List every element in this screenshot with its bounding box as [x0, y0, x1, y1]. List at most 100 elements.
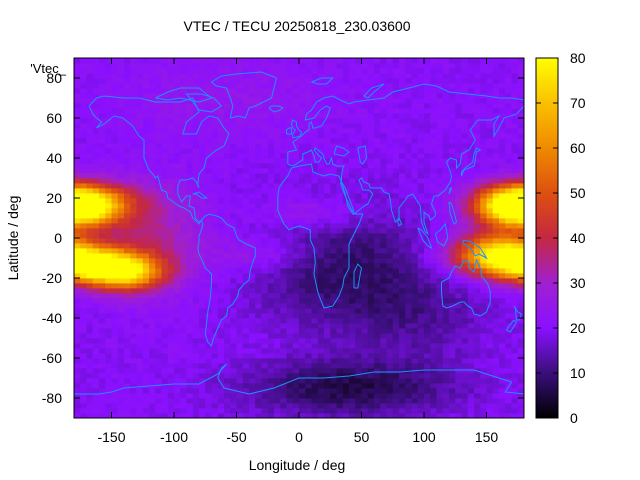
heatmap-cell: [111, 403, 119, 409]
heatmap-cell: [467, 203, 475, 209]
heatmap-cell: [311, 138, 319, 144]
heatmap-cell: [136, 278, 144, 284]
heatmap-cell: [230, 273, 237, 279]
heatmap-cell: [374, 118, 381, 124]
heatmap-cell: [92, 313, 100, 319]
heatmap-cell: [286, 218, 294, 224]
heatmap-cell: [92, 203, 100, 209]
heatmap-cell: [161, 333, 169, 339]
heatmap-cell: [336, 323, 344, 329]
heatmap-cell: [286, 303, 294, 309]
heatmap-cell: [380, 363, 387, 369]
heatmap-cell: [330, 233, 337, 239]
heatmap-cell: [80, 238, 87, 244]
heatmap-cell: [211, 268, 219, 274]
heatmap-cell: [349, 183, 356, 189]
heatmap-cell: [286, 163, 294, 169]
heatmap-cell: [186, 133, 194, 139]
heatmap-cell: [236, 148, 244, 154]
heatmap-cell: [455, 288, 462, 294]
heatmap-cell: [92, 88, 100, 94]
heatmap-cell: [80, 148, 87, 154]
heatmap-cell: [205, 368, 212, 374]
heatmap-cell: [349, 408, 356, 414]
heatmap-cell: [374, 228, 381, 234]
heatmap-cell: [292, 133, 300, 139]
heatmap-cell: [499, 103, 506, 109]
heatmap-cell: [180, 238, 187, 244]
heatmap-cell: [374, 273, 381, 279]
heatmap-cell: [149, 208, 156, 214]
heatmap-cell: [130, 133, 137, 139]
heatmap-cell: [224, 303, 231, 309]
heatmap-cell: [211, 398, 219, 404]
heatmap-cell: [205, 413, 212, 418]
heatmap-cell: [330, 108, 337, 114]
heatmap-cell: [336, 113, 344, 119]
heatmap-cell: [280, 243, 287, 249]
heatmap-cell: [511, 353, 519, 359]
heatmap-cell: [467, 168, 475, 174]
heatmap-cell: [286, 143, 294, 149]
heatmap-cell: [92, 178, 100, 184]
heatmap-cell: [192, 408, 200, 414]
heatmap-cell: [192, 373, 200, 379]
heatmap-cell: [486, 348, 494, 354]
heatmap-cell: [442, 273, 450, 279]
heatmap-cell: [249, 283, 256, 289]
heatmap-cell: [80, 173, 87, 179]
heatmap-cell: [317, 203, 325, 209]
heatmap-cell: [380, 323, 387, 329]
heatmap-cell: [486, 353, 494, 359]
heatmap-cell: [399, 248, 406, 254]
heatmap-cell: [242, 278, 250, 284]
heatmap-cell: [492, 338, 500, 344]
heatmap-cell: [442, 193, 450, 199]
heatmap-cell: [336, 248, 344, 254]
heatmap-cell: [349, 278, 356, 284]
heatmap-cell: [149, 303, 156, 309]
heatmap-cell: [92, 403, 100, 409]
heatmap-cell: [236, 103, 244, 109]
heatmap-cell: [217, 253, 225, 259]
heatmap-cell: [361, 223, 369, 229]
heatmap-cell: [230, 233, 237, 239]
heatmap-cell: [380, 83, 387, 89]
heatmap-cell: [192, 253, 200, 259]
heatmap-cell: [511, 263, 519, 269]
heatmap-cell: [217, 323, 225, 329]
heatmap-cell: [130, 353, 137, 359]
heatmap-cell: [349, 333, 356, 339]
heatmap-cell: [505, 223, 512, 229]
heatmap-cell: [224, 93, 231, 99]
heatmap-cell: [367, 218, 375, 224]
heatmap-cell: [117, 223, 125, 229]
heatmap-cell: [299, 398, 306, 404]
heatmap-cell: [224, 78, 231, 84]
heatmap-cell: [430, 343, 437, 349]
heatmap-cell: [286, 308, 294, 314]
heatmap-cell: [217, 413, 225, 418]
heatmap-cell: [361, 378, 369, 384]
heatmap-cell: [205, 218, 212, 224]
heatmap-cell: [236, 68, 244, 74]
heatmap-cell: [149, 248, 156, 254]
heatmap-cell: [499, 78, 506, 84]
heatmap-cell: [330, 253, 337, 259]
heatmap-cell: [492, 323, 500, 329]
heatmap-cell: [499, 358, 506, 364]
heatmap-cell: [342, 78, 350, 84]
heatmap-cell: [149, 278, 156, 284]
heatmap-cell: [355, 93, 362, 99]
heatmap-cell: [242, 118, 250, 124]
heatmap-cell: [199, 318, 206, 324]
heatmap-cell: [261, 133, 269, 139]
heatmap-cell: [317, 368, 325, 374]
heatmap-cell: [242, 173, 250, 179]
heatmap-cell: [342, 223, 350, 229]
heatmap-cell: [161, 298, 169, 304]
heatmap-cell: [217, 378, 225, 384]
heatmap-cell: [111, 273, 119, 279]
heatmap-cell: [142, 248, 150, 254]
heatmap-cell: [499, 378, 506, 384]
